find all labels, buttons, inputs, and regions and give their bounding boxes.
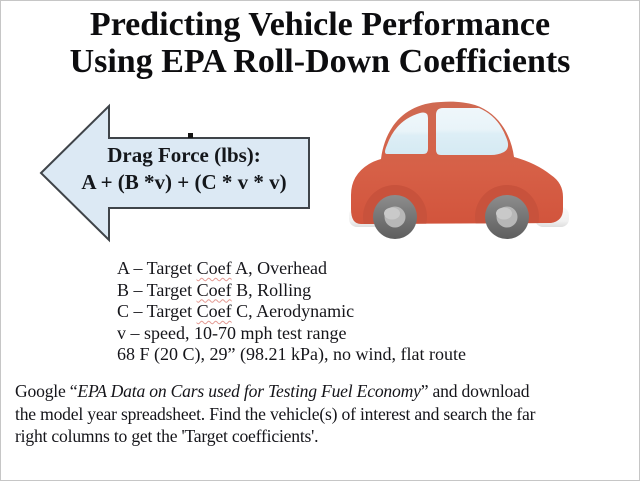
misspelled-word: Coef (196, 279, 232, 300)
instructions-line-3: right columns to get the 'Target coeffic… (15, 426, 319, 446)
title-line-1: Predicting Vehicle Performance (89, 6, 551, 43)
title-line-2: Using EPA Roll-Down Coefficients (69, 43, 571, 80)
definition-line-v: v – speed, 10-70 mph test range (117, 322, 347, 343)
car-wheel-front (373, 195, 417, 239)
drag-force-line-1: Drag Force (lbs): (107, 143, 261, 167)
instructions-paragraph: Google “EPA Data on Cars used for Testin… (15, 380, 635, 448)
drag-force-label: Drag Force (lbs): A + (B *v) + (C * v * … (55, 142, 313, 196)
coefficient-definitions: A – Target Coef A, Overhead B – Target C… (117, 258, 466, 366)
search-phrase-italic: EPA Data on Cars used for Testing Fuel E… (77, 381, 421, 401)
car-window-front (385, 112, 428, 154)
definition-line-b: B – Target Coef B, Rolling (117, 279, 312, 300)
definition-line-conditions: 68 F (20 C), 29” (98.21 kPa), no wind, f… (117, 344, 466, 365)
left-arrow-icon (39, 103, 310, 243)
instructions-line-1: Google “EPA Data on Cars used for Testin… (15, 381, 530, 401)
misspelled-word: Coef (196, 301, 232, 322)
definition-line-a: A – Target Coef A, Overhead (117, 258, 328, 278)
car-illustration (349, 101, 569, 239)
page-title: Predicting Vehicle Performance Using EPA… (1, 6, 639, 80)
definition-line-c: C – Target Coef C, Aerodynamic (117, 301, 355, 322)
misspelled-word: Coef (196, 258, 232, 278)
drag-force-line-2: A + (B *v) + (C * v * v) (81, 170, 287, 194)
instructions-line-2: the model year spreadsheet. Find the veh… (15, 403, 536, 424)
left-arrow-shape (39, 103, 310, 243)
car-wheel-rear (485, 195, 529, 239)
car-window-rear (436, 108, 509, 155)
stray-mark (188, 133, 193, 138)
